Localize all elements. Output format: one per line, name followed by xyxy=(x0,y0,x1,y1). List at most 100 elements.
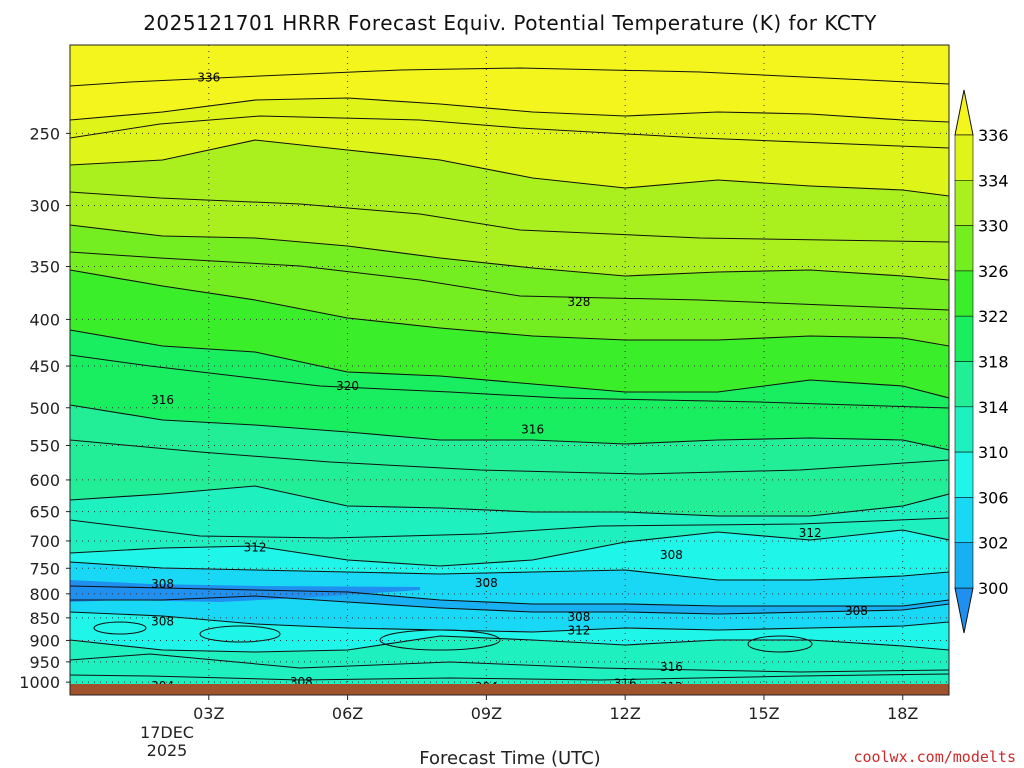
contour-line xyxy=(70,561,949,581)
colorbar-label: 318 xyxy=(978,353,1009,372)
colorbar-segment xyxy=(954,134,974,181)
contour-label-text: 316 xyxy=(151,393,174,407)
colorbar-segment xyxy=(954,451,974,498)
y-tick-label: 350 xyxy=(29,258,60,277)
contour-label: 308 xyxy=(475,576,498,590)
contour-loop xyxy=(747,635,813,653)
color-band xyxy=(70,562,949,606)
ground-surface-strip xyxy=(70,684,949,695)
contour-label: 316 xyxy=(521,422,544,436)
contour-label-text: 312 xyxy=(244,541,267,555)
contour-label: 304 xyxy=(151,679,174,693)
y-tick-label: 850 xyxy=(29,609,60,628)
x-tick-label: 15Z xyxy=(748,704,779,723)
y-tick-label: 450 xyxy=(29,357,60,376)
contour-label: 320 xyxy=(336,379,359,393)
y-tick-label: 650 xyxy=(29,503,60,522)
contour-label: 328 xyxy=(567,295,590,309)
y-tick-label: 1000 xyxy=(19,673,60,692)
x-tick-label: 03Z xyxy=(193,704,224,723)
x-axis: 03Z 06Z 09Z 12Z 15Z 18Z xyxy=(193,695,918,723)
contour-label-text: 328 xyxy=(567,295,590,309)
contour-label: 316 xyxy=(660,660,683,674)
contour-line xyxy=(70,329,949,399)
color-band xyxy=(70,270,949,398)
contour-line xyxy=(70,585,949,607)
y-tick-label: 300 xyxy=(29,197,60,216)
color-band xyxy=(70,225,949,346)
x-tick-label: 09Z xyxy=(471,704,502,723)
color-band xyxy=(70,636,949,685)
contour-label-text: 304 xyxy=(151,679,174,693)
colorbar-label: 306 xyxy=(978,488,1009,507)
contour-label: 308 xyxy=(567,610,590,624)
contour-label: 308 xyxy=(290,675,313,689)
contour-loop xyxy=(199,625,281,643)
contour-label: 312 xyxy=(799,526,822,540)
color-band xyxy=(70,530,949,580)
colorbar-label: 300 xyxy=(978,579,1009,598)
contour-label-text: 308 xyxy=(845,604,868,618)
colorbar-extend-bottom xyxy=(954,587,974,634)
contour-line xyxy=(70,653,949,673)
x-tick-label: 12Z xyxy=(609,704,640,723)
contour-loop xyxy=(93,621,147,635)
y-tick-label: 900 xyxy=(29,631,60,650)
x-axis-title: Forecast Time (UTC) xyxy=(419,748,600,768)
contour-label-text: 316 xyxy=(660,660,683,674)
colorbar-segment xyxy=(954,497,974,543)
colorbar-segment xyxy=(954,270,974,317)
contour-line xyxy=(70,115,949,149)
contour-label: 312 xyxy=(660,680,683,694)
color-band xyxy=(70,486,949,566)
contour-line xyxy=(70,97,949,123)
contour-label: 336 xyxy=(197,70,220,84)
contour-line xyxy=(70,354,949,409)
colorbar-label: 330 xyxy=(978,217,1009,236)
plot-frame xyxy=(69,44,950,696)
contour-label: 312 xyxy=(567,624,590,638)
grid-lines xyxy=(70,45,949,685)
colorbar-segment xyxy=(954,315,974,362)
contour-lines xyxy=(70,67,949,681)
colorbar-label: 336 xyxy=(978,126,1009,145)
color-bands xyxy=(70,45,949,685)
contour-line xyxy=(70,67,949,87)
chart-title: 2025121701 HRRR Forecast Equiv. Potentia… xyxy=(143,11,877,35)
contour-label-text: 320 xyxy=(336,379,359,393)
contour-line xyxy=(70,404,949,451)
contour-line xyxy=(70,673,949,681)
contour-label-text: 308 xyxy=(151,577,174,591)
contour-line xyxy=(70,251,949,311)
color-band xyxy=(70,596,949,632)
contour-label-text: 308 xyxy=(151,615,174,629)
y-axis: 250 300 350 400 450 500 550 600 650 700 750 800 850 9… xyxy=(19,124,70,692)
contour-line xyxy=(70,191,949,243)
x-tick-label: 18Z xyxy=(887,704,918,723)
colorbar-segment xyxy=(954,180,974,226)
contour-label-text: 316 xyxy=(614,676,637,690)
x-date-year: 2025 xyxy=(147,741,188,760)
contour-label-text: 308 xyxy=(290,675,313,689)
contour-label-text: 336 xyxy=(197,70,220,84)
contour-label-text: 308 xyxy=(567,610,590,624)
y-tick-label: 500 xyxy=(29,399,60,418)
colorbar-segment xyxy=(954,542,974,589)
contour-label-text: 312 xyxy=(567,624,590,638)
color-band xyxy=(70,45,949,122)
colorbar: 336 334 330 326 322 318 314 310 306 302 300 xyxy=(954,89,1009,634)
contour-label: 312 xyxy=(244,541,267,555)
y-tick-label: 800 xyxy=(29,585,60,604)
contour-label-text: 312 xyxy=(660,680,683,694)
contour-label-text: 308 xyxy=(660,548,683,562)
colorbar-label: 310 xyxy=(978,443,1009,462)
colorbar-extend-top xyxy=(954,89,974,136)
contour-label-text: 316 xyxy=(521,422,544,436)
y-tick-label: 400 xyxy=(29,310,60,329)
x-date-day: 17DEC xyxy=(140,723,194,742)
contour-label: 316 xyxy=(614,676,637,690)
contour-label: 308 xyxy=(151,615,174,629)
contour-label: 304 xyxy=(475,680,498,685)
